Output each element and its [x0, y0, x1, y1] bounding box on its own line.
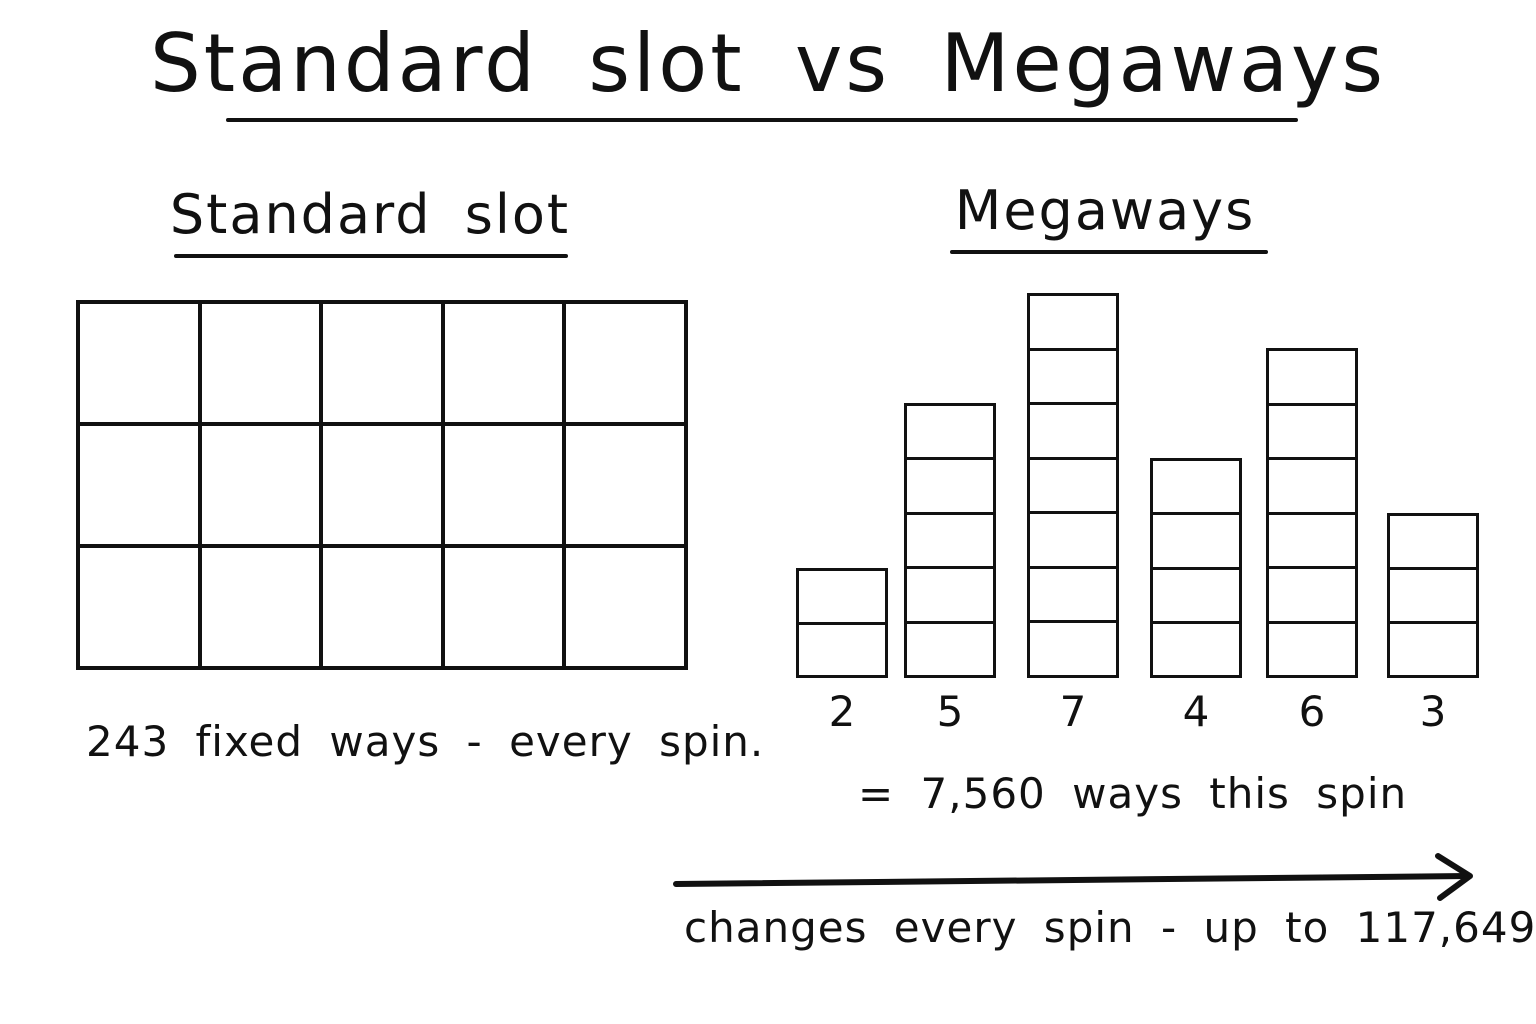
- reel-count-label: 7: [1059, 687, 1087, 736]
- grid-cell: [564, 302, 686, 424]
- arrow-right-icon: [673, 853, 1473, 901]
- reel-symbol-slot: [1030, 511, 1116, 566]
- grid-cell: [321, 424, 443, 546]
- reel-symbol-slot: [799, 621, 885, 676]
- reel-symbol-slot: [1269, 351, 1355, 403]
- reel-symbol-slot: [1390, 516, 1476, 567]
- reel-symbol-slot: [1153, 566, 1239, 621]
- grid-cell: [78, 546, 200, 668]
- megaways-reel: [796, 568, 888, 678]
- reel-symbol-slot: [1269, 620, 1355, 676]
- megaways-result: = 7,560 ways this spin: [858, 769, 1408, 818]
- grid-cell: [321, 546, 443, 668]
- reel-symbol-slot: [799, 571, 885, 622]
- megaways-reel: [1027, 293, 1119, 678]
- reel-count-label: 5: [936, 687, 964, 736]
- grid-cell: [442, 424, 565, 546]
- reel-symbol-slot: [1390, 621, 1476, 675]
- grid-cell: [78, 302, 200, 424]
- megaways-reel: [904, 403, 996, 678]
- reel-symbol-slot: [907, 457, 993, 511]
- reel-symbol-slot: [1269, 566, 1355, 621]
- reel-symbol-slot: [1030, 296, 1116, 348]
- reel-symbol-slot: [1030, 347, 1116, 403]
- megaways-reel: [1266, 348, 1358, 678]
- grid-cell: [78, 424, 200, 546]
- reel-count-label: 3: [1419, 687, 1447, 736]
- reel-count-label: 2: [828, 687, 856, 736]
- megaways-reel: [1387, 513, 1479, 678]
- standard-slot-grid: [76, 300, 688, 670]
- grid-cell: [321, 302, 443, 424]
- grid-cell: [564, 546, 686, 668]
- reel-symbol-slot: [907, 620, 993, 675]
- reel-count-label: 6: [1298, 687, 1326, 736]
- grid-cell: [199, 424, 322, 546]
- reel-symbol-slot: [1269, 511, 1355, 567]
- reel-symbol-slot: [1153, 512, 1239, 566]
- standard-slot-heading: Standard slot: [169, 183, 571, 246]
- grid-cell: [564, 424, 686, 546]
- reel-symbol-slot: [1030, 565, 1116, 621]
- reel-symbol-slot: [907, 566, 993, 620]
- megaways-reel: [1150, 458, 1242, 678]
- reel-count-label: 4: [1182, 687, 1210, 736]
- grid-cell: [442, 546, 565, 668]
- reel-symbol-slot: [1030, 620, 1116, 675]
- reel-symbol-slot: [1030, 402, 1116, 457]
- standard-slot-underline: [174, 254, 568, 258]
- reel-symbol-slot: [1390, 567, 1476, 621]
- reel-symbol-slot: [907, 406, 993, 457]
- megaways-underline: [950, 250, 1268, 254]
- megaways-footnote: changes every spin - up to 117,649: [684, 903, 1536, 952]
- reel-symbol-slot: [1030, 456, 1116, 512]
- grid-cell: [442, 302, 565, 424]
- reel-symbol-slot: [1269, 457, 1355, 512]
- title-underline: [226, 118, 1298, 122]
- reel-symbol-slot: [1269, 402, 1355, 458]
- grid-cell: [199, 546, 322, 668]
- reel-symbol-slot: [907, 511, 993, 566]
- grid-cell: [199, 302, 322, 424]
- reel-symbol-slot: [1153, 620, 1239, 675]
- reel-symbol-slot: [1153, 461, 1239, 512]
- standard-slot-caption: 243 fixed ways - every spin.: [86, 717, 765, 766]
- megaways-heading: Megaways: [954, 179, 1256, 242]
- page-title: Standard slot vs Megaways: [150, 17, 1386, 110]
